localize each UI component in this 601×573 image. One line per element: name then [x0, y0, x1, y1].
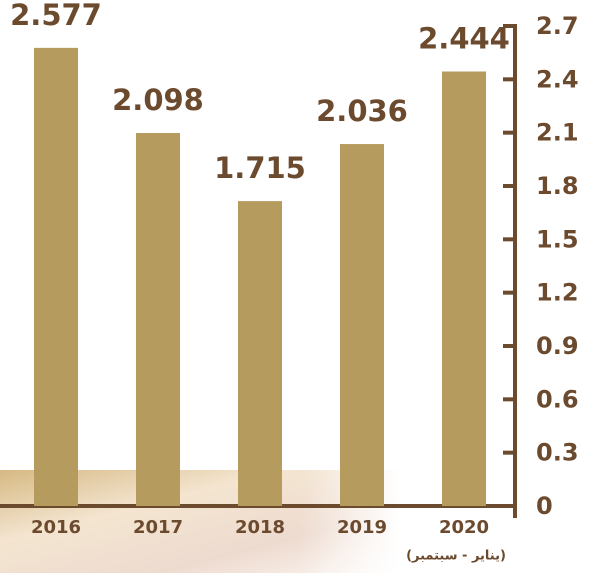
bar [136, 133, 180, 506]
y-tick-label: 2.1 [536, 119, 579, 147]
bar [340, 144, 384, 506]
x-tick-label: 2020 [439, 517, 489, 538]
bar [238, 201, 282, 506]
value-label: 2.444 [418, 22, 510, 56]
y-tick-label: 1.8 [536, 172, 579, 200]
y-tick-label: 0.3 [536, 439, 579, 467]
bar [34, 48, 78, 506]
value-label: 2.036 [316, 94, 408, 128]
y-tick-label: 0.9 [536, 332, 579, 360]
chart: (يناير - سبتمبر) 0 0.3 0.6 0.9 1.2 1.5 1.8 2.1 2… [0, 0, 601, 573]
y-tick-label: 2.7 [536, 12, 579, 40]
value-label: 1.715 [214, 151, 306, 185]
x-tick-label: 2016 [31, 517, 81, 538]
x-tick-label: 2017 [133, 517, 183, 538]
annotation: (يناير - سبتمبر) [406, 549, 506, 564]
y-tick-label: 0.6 [536, 385, 579, 413]
x-tick-label: 2019 [337, 517, 387, 538]
y-tick-label: 1.5 [536, 225, 579, 253]
x-tick-label: 2018 [235, 517, 285, 538]
value-label: 2.577 [10, 0, 102, 32]
y-tick-label: 0 [536, 492, 553, 520]
y-tick-label: 1.2 [536, 279, 579, 307]
bar [442, 72, 486, 506]
value-label: 2.098 [112, 83, 204, 117]
y-tick-label: 2.4 [536, 65, 579, 93]
